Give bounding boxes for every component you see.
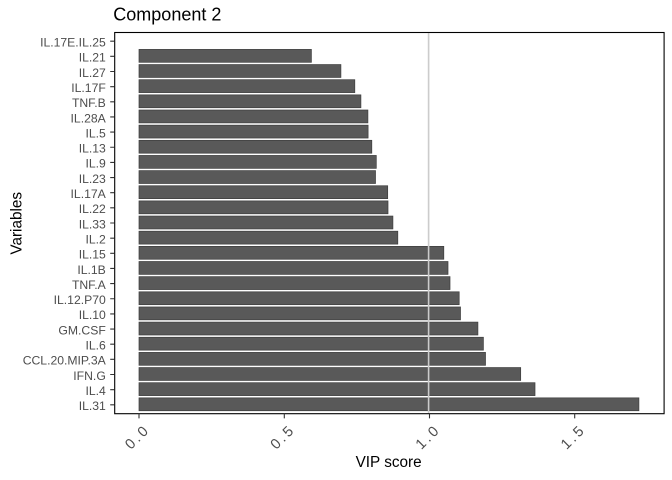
svg-text:TNF.A: TNF.A [72,278,107,292]
svg-text:IL.4: IL.4 [85,384,106,398]
svg-text:IL.12.P70: IL.12.P70 [54,293,106,307]
svg-text:IL.6: IL.6 [85,339,106,353]
svg-text:IL.17A: IL.17A [71,187,107,201]
svg-text:TNF.B: TNF.B [72,96,106,110]
svg-text:IL.5: IL.5 [85,126,106,140]
svg-text:IL.28A: IL.28A [71,111,107,125]
svg-text:GM.CSF: GM.CSF [58,323,105,337]
svg-text:CCL.20.MIP.3A: CCL.20.MIP.3A [23,354,107,368]
svg-text:VIP score: VIP score [356,454,422,471]
svg-text:IL.1B: IL.1B [77,263,105,277]
svg-text:IL.22: IL.22 [79,202,106,216]
svg-text:IL.31: IL.31 [79,399,106,413]
svg-text:IL.33: IL.33 [79,217,106,231]
svg-text:Variables: Variables [9,192,26,255]
svg-text:IL.13: IL.13 [79,142,106,156]
svg-text:IL.10: IL.10 [79,308,106,322]
svg-text:IL.15: IL.15 [79,248,106,262]
svg-text:IL.21: IL.21 [79,51,106,65]
svg-text:IL.17E.IL.25: IL.17E.IL.25 [40,36,106,50]
svg-text:Component 2: Component 2 [113,4,221,24]
svg-text:IL.23: IL.23 [79,172,106,186]
svg-text:IFN.G: IFN.G [73,369,106,383]
svg-text:IL.9: IL.9 [85,157,106,171]
svg-text:IL.2: IL.2 [85,232,106,246]
svg-text:IL.27: IL.27 [79,66,106,80]
svg-text:IL.17F: IL.17F [71,81,106,95]
